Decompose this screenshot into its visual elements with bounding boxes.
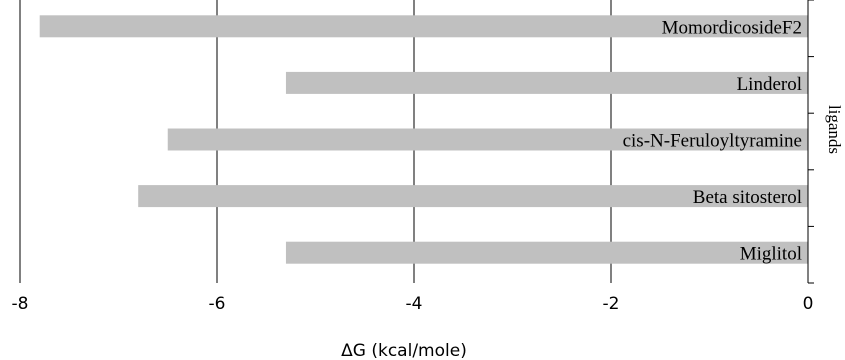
- bar-labels: MomordicosideF2 Linderol cis-N-Feruloyltyr…: [623, 17, 802, 264]
- x-tick-label-1: -6: [209, 294, 226, 314]
- x-tick-label-0: -8: [12, 294, 29, 314]
- y-ticks: [808, 0, 814, 284]
- x-tick-label-3: -2: [603, 294, 620, 314]
- bar-label-4: Miglitol: [740, 244, 802, 265]
- x-tick-label-4: 0: [803, 294, 814, 314]
- x-tick-labels: -8 -6 -4 -2 0: [12, 294, 814, 314]
- y-axis-title: ligands: [825, 105, 844, 154]
- bar-label-2: cis-N-Feruloyltyramine: [623, 131, 802, 152]
- bar-1: [285, 71, 808, 94]
- bar-3: [138, 185, 808, 208]
- bar-2: [167, 128, 808, 151]
- bar-label-3: Beta sitosterol: [693, 187, 802, 208]
- bar-4: [285, 241, 808, 264]
- bar-0: [39, 15, 808, 38]
- bar-label-0: MomordicosideF2: [662, 17, 802, 38]
- bar-label-1: Linderol: [737, 74, 802, 95]
- bars: [39, 15, 808, 264]
- x-tick-label-2: -4: [406, 294, 423, 314]
- x-axis-title: ΔG (kcal/mole): [341, 341, 467, 360]
